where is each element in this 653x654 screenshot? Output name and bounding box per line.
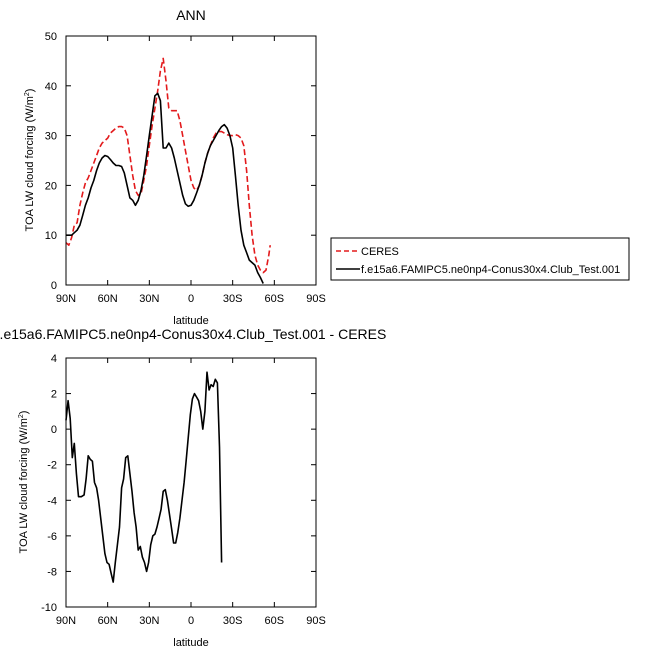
x-tick-label: 60N	[98, 615, 118, 627]
y-tick-label: -6	[47, 531, 57, 543]
top-chart-ticks: 90N 60N 30N 0 30S 60S 90S 0 10 20 30 40 50	[45, 31, 326, 305]
x-tick-label: 30S	[223, 615, 243, 627]
x-tick-label: 90N	[56, 615, 76, 627]
x-tick-label: 30N	[139, 293, 159, 305]
x-tick-label: 0	[188, 293, 194, 305]
x-tick-label: 30N	[139, 615, 159, 627]
y-tick-label: 0	[51, 280, 57, 292]
y-tick-label: -2	[47, 460, 57, 472]
y-tick-label: 10	[45, 230, 57, 242]
series-line-model	[66, 92, 264, 284]
x-tick-label: 30S	[223, 293, 243, 305]
y-tick-label: 0	[51, 424, 57, 436]
legend-model-label: f.e15a6.FAMIPC5.ne0np4-Conus30x4.Club_Te…	[361, 264, 620, 276]
y-tick-label: 2	[51, 389, 57, 401]
y-tick-label: -10	[41, 602, 57, 614]
x-tick-label: 0	[188, 615, 194, 627]
bottom-chart-frame	[65, 357, 317, 608]
bottom-chart-series	[65, 371, 223, 583]
bottom-chart: f.e15a6.FAMIPC5.ne0np4-Conus30x4.Club_Te…	[0, 326, 386, 649]
bottom-chart-title: f.e15a6.FAMIPC5.ne0np4-Conus30x4.Club_Te…	[0, 326, 386, 342]
y-tick-label: -4	[47, 495, 57, 507]
bottom-chart-ylabel: TOA LW cloud forcing (W/m2)	[18, 411, 30, 554]
top-chart-title: ANN	[176, 7, 206, 23]
y-tick-label: 4	[51, 353, 57, 365]
legend-box	[330, 237, 630, 281]
y-tick-label: 40	[45, 81, 57, 93]
y-tick-label: 20	[45, 180, 57, 192]
x-tick-label: 90S	[306, 293, 326, 305]
bottom-chart-ticks: 90N 60N 30N 0 30S 60S 90S -10 -8 -6 -4 -2 0 2 4	[41, 353, 326, 627]
x-tick-label: 60N	[98, 293, 118, 305]
top-chart-legend: CERES f.e15a6.FAMIPC5.ne0np4-Conus30x4.C…	[330, 237, 630, 281]
top-chart-frame	[65, 35, 317, 286]
x-tick-label: 90N	[56, 293, 76, 305]
x-tick-label: 90S	[306, 615, 326, 627]
bottom-chart-xlabel: latitude	[173, 637, 208, 649]
y-tick-label: 50	[45, 31, 57, 43]
y-tick-label: 30	[45, 131, 57, 143]
series-line-ceres	[65, 57, 271, 274]
top-chart-ylabel: TOA LW cloud forcing (W/m2)	[24, 89, 36, 232]
top-chart-series	[65, 57, 271, 284]
legend-ceres-label: CERES	[361, 246, 399, 258]
x-tick-label: 60S	[265, 293, 285, 305]
y-tick-label: -8	[47, 566, 57, 578]
x-tick-label: 60S	[265, 615, 285, 627]
series-line-difference	[65, 371, 223, 583]
top-chart: ANN 90N 60N 30N 0 30S 60S 90S 0 10 20 30 40 50 latit…	[24, 7, 630, 327]
top-chart-xlabel: latitude	[173, 315, 208, 327]
